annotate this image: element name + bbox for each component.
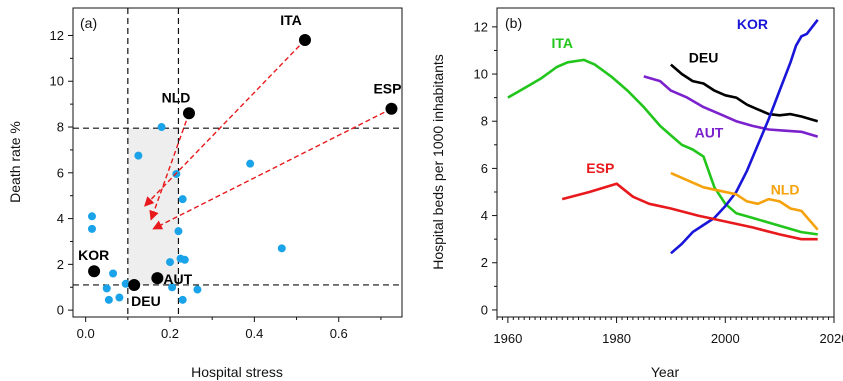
y-tick-label: 2 bbox=[481, 255, 488, 270]
series-line-nld bbox=[670, 171, 819, 231]
y-tick-label: 0 bbox=[481, 302, 488, 317]
y-tick-label: 6 bbox=[481, 161, 488, 176]
country-label: DEU bbox=[131, 293, 161, 309]
x-tick-label: 0.4 bbox=[245, 326, 263, 341]
x-tick-label: 0.2 bbox=[161, 326, 179, 341]
country-point bbox=[104, 295, 113, 304]
country-label: KOR bbox=[78, 247, 109, 263]
y-tick-label: 8 bbox=[57, 120, 64, 135]
x-tick-label: 0.0 bbox=[77, 326, 95, 341]
country-label: NLD bbox=[162, 89, 191, 105]
series-label-nld: NLD bbox=[771, 181, 800, 197]
country-point bbox=[115, 293, 124, 302]
y-tick-label: 12 bbox=[474, 19, 488, 34]
country-point bbox=[87, 224, 96, 233]
country-point bbox=[178, 295, 187, 304]
x-tick-label: 1980 bbox=[602, 331, 631, 346]
highlighted-country-point bbox=[182, 107, 195, 120]
panel-a-plot-area bbox=[72, 7, 403, 318]
shift-arrow bbox=[152, 108, 392, 230]
panel-b-label: (b) bbox=[505, 15, 522, 31]
y-tick-label: 8 bbox=[481, 114, 488, 129]
series-line-deu bbox=[670, 63, 819, 123]
panel-a-x-axis-label: Hospital stress bbox=[191, 364, 283, 380]
country-point bbox=[168, 283, 177, 292]
country-point bbox=[102, 284, 111, 293]
series-line-kor bbox=[670, 19, 819, 255]
country-label: AUT bbox=[163, 271, 192, 287]
y-tick-label: 2 bbox=[57, 257, 64, 272]
y-tick-label: 6 bbox=[57, 165, 64, 180]
country-point bbox=[109, 269, 118, 278]
country-label: ITA bbox=[280, 12, 302, 28]
series-line-esp bbox=[561, 182, 818, 241]
y-tick-label: 12 bbox=[50, 28, 64, 43]
highlighted-country-point bbox=[385, 102, 398, 115]
series-line-aut bbox=[643, 75, 819, 138]
highlighted-country-point bbox=[128, 278, 141, 291]
panel-b-x-axis-label: Year bbox=[651, 364, 680, 380]
country-point bbox=[87, 212, 96, 221]
series-label-aut: AUT bbox=[695, 125, 724, 141]
panel-b-hospital-beds-over-time: (b) Year Hospital beds per 1000 inhabita… bbox=[430, 7, 843, 380]
y-tick-label: 4 bbox=[481, 208, 488, 223]
country-point bbox=[178, 195, 187, 204]
y-tick-label: 10 bbox=[50, 74, 64, 89]
series-label-esp: ESP bbox=[586, 160, 614, 176]
country-point bbox=[174, 227, 183, 236]
country-point bbox=[166, 258, 175, 267]
country-point bbox=[121, 279, 130, 288]
country-point bbox=[157, 123, 166, 132]
x-tick-label: 1960 bbox=[493, 331, 522, 346]
shift-arrow bbox=[144, 39, 306, 207]
highlighted-country-point bbox=[88, 265, 101, 278]
y-tick-label: 0 bbox=[57, 303, 64, 318]
highlighted-country-point bbox=[151, 272, 164, 285]
country-point bbox=[277, 244, 286, 253]
series-line-ita bbox=[507, 58, 818, 236]
highlighted-country-point bbox=[298, 34, 311, 47]
panel-b-plot-area bbox=[496, 7, 835, 318]
panel-a-death-rate-vs-hospital-stress: (a) Hospital stress Death rate % 0.0 0.2 0… bbox=[7, 7, 403, 380]
country-point bbox=[180, 255, 189, 264]
panel-b-y-axis-label: Hospital beds per 1000 inhabitants bbox=[430, 54, 446, 270]
country-point bbox=[246, 159, 255, 168]
y-tick-label: 10 bbox=[474, 67, 488, 82]
country-point bbox=[134, 151, 143, 160]
panel-a-y-axis-label: Death rate % bbox=[7, 121, 23, 203]
y-tick-label: 4 bbox=[57, 211, 64, 226]
panel-a-label: (a) bbox=[80, 15, 97, 31]
series-label-ita: ITA bbox=[551, 35, 573, 51]
series-label-deu: DEU bbox=[689, 49, 719, 65]
country-point bbox=[193, 285, 202, 294]
country-label: ESP bbox=[373, 81, 401, 97]
x-tick-label: 0.6 bbox=[330, 326, 348, 341]
series-label-kor: KOR bbox=[737, 16, 768, 32]
shift-arrow bbox=[149, 113, 190, 221]
x-tick-label: 2000 bbox=[711, 331, 740, 346]
